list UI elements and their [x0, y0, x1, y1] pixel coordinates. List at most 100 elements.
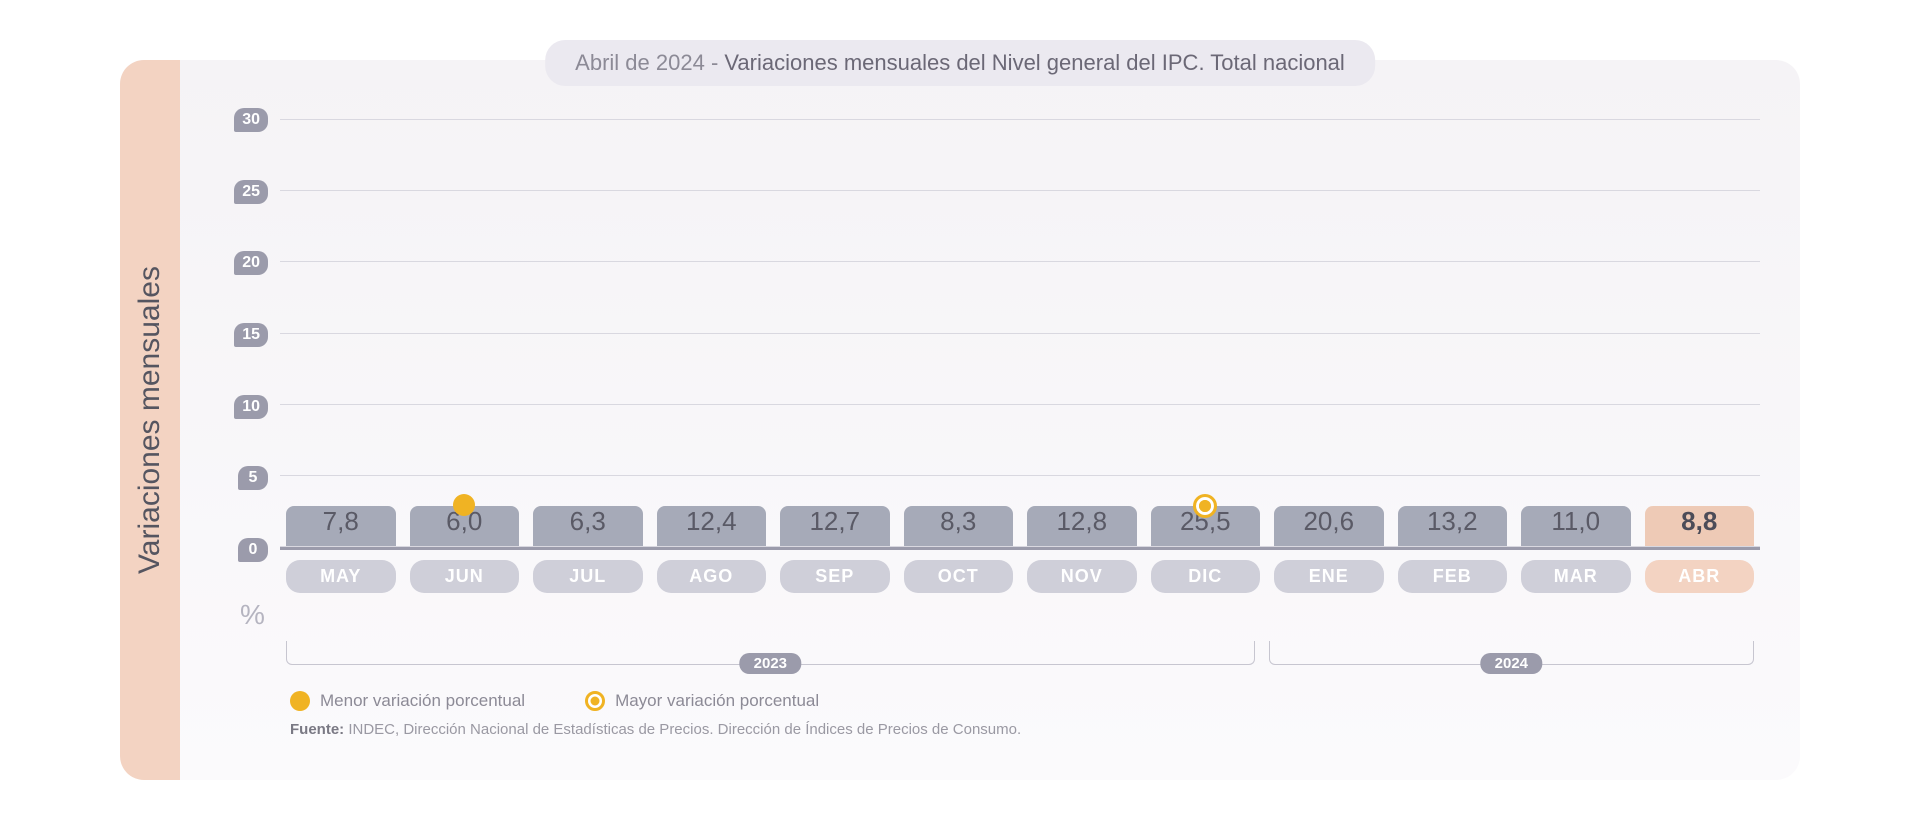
- bar-value: 12,8: [1056, 506, 1107, 537]
- bar-slot: 12,8: [1027, 506, 1137, 547]
- bar-slot: 8,3: [904, 506, 1014, 547]
- gridline: [280, 404, 1760, 405]
- bar-slot: 25,5: [1151, 506, 1261, 547]
- x-label: ABR: [1645, 560, 1755, 593]
- min-marker-icon: [453, 494, 475, 516]
- bar: 8,8: [1645, 506, 1755, 547]
- bar: 12,8: [1027, 506, 1137, 547]
- legend-max-label: Mayor variación porcentual: [615, 691, 819, 711]
- bar-slot: 20,6: [1274, 506, 1384, 547]
- legend-min-label: Menor variación porcentual: [320, 691, 525, 711]
- plot-area: 7,8 6,0 6,3 12,4 12,7 8,3 12,8 25,5 20,6 13,2 11,0…: [280, 120, 1760, 550]
- legend-min: Menor variación porcentual: [290, 691, 525, 711]
- x-label: NOV: [1027, 560, 1137, 593]
- y-tick: 25: [234, 180, 268, 204]
- bar-value: 12,4: [686, 506, 737, 537]
- y-tick-label: 15: [234, 323, 268, 347]
- x-label-pill: OCT: [904, 560, 1014, 593]
- x-label-pill: DIC: [1151, 560, 1261, 593]
- bar-slot: 12,7: [780, 506, 890, 547]
- bar-value: 8,3: [940, 506, 976, 537]
- gridline: [280, 119, 1760, 120]
- x-label: FEB: [1398, 560, 1508, 593]
- plot-row: 051015202530 7,86,06,312,412,78,312,825,…: [220, 120, 1760, 550]
- bar-slot: 6,0: [410, 506, 520, 547]
- year-group: 2024: [1269, 641, 1754, 665]
- legend-max: Mayor variación porcentual: [585, 691, 819, 711]
- y-axis-label: Variaciones mensuales: [133, 266, 167, 574]
- x-label-pill: NOV: [1027, 560, 1137, 593]
- bar-slot: 12,4: [657, 506, 767, 547]
- y-tick-label: 5: [238, 466, 268, 490]
- y-tick: 20: [234, 251, 268, 275]
- y-tick: 0: [238, 538, 268, 562]
- bar-value: 20,6: [1303, 506, 1354, 537]
- bar-value: 13,2: [1427, 506, 1478, 537]
- bar-slot: 11,0: [1521, 506, 1631, 547]
- x-label: ENE: [1274, 560, 1384, 593]
- x-label: JUN: [410, 560, 520, 593]
- x-label-pill: ABR: [1645, 560, 1755, 593]
- y-tick: 30: [234, 108, 268, 132]
- gridline: [280, 475, 1760, 476]
- max-marker-icon: [1193, 494, 1217, 518]
- x-label-pill: JUL: [533, 560, 643, 593]
- gridline: [280, 546, 1760, 547]
- chart-card: Abril de 2024 - Variaciones mensuales de…: [120, 60, 1800, 780]
- year-group: 2023: [286, 641, 1255, 665]
- bar: 20,6: [1274, 506, 1384, 547]
- bar: 25,5: [1151, 506, 1261, 547]
- y-ticks: 051015202530: [220, 120, 280, 550]
- bars-container: 7,8 6,0 6,3 12,4 12,7 8,3 12,8 25,5 20,6 13,2 11,0…: [280, 120, 1760, 547]
- gridline: [280, 333, 1760, 334]
- x-label-pill: MAY: [286, 560, 396, 593]
- legend-min-icon: [290, 691, 310, 711]
- x-label: MAY: [286, 560, 396, 593]
- y-tick: 15: [234, 323, 268, 347]
- y-tick-label: 20: [234, 251, 268, 275]
- y-tick: 10: [234, 395, 268, 419]
- percent-symbol: %: [220, 599, 1760, 631]
- year-badge: 2024: [1481, 653, 1542, 674]
- x-label: JUL: [533, 560, 643, 593]
- bar-value: 7,8: [323, 506, 359, 537]
- bar: 12,4: [657, 506, 767, 547]
- source: Fuente: INDEC, Dirección Nacional de Est…: [220, 721, 1760, 738]
- y-tick: 5: [238, 466, 268, 490]
- bar: 13,2: [1398, 506, 1508, 547]
- x-label-pill: FEB: [1398, 560, 1508, 593]
- bar: 12,7: [780, 506, 890, 547]
- legend: Menor variación porcentual Mayor variaci…: [220, 691, 1760, 711]
- year-badge: 2023: [740, 653, 801, 674]
- bar-slot: 7,8: [286, 506, 396, 547]
- gridline: [280, 190, 1760, 191]
- bar: 11,0: [1521, 506, 1631, 547]
- bar: 6,0: [410, 506, 520, 547]
- x-label-pill: AGO: [657, 560, 767, 593]
- x-label-pill: ENE: [1274, 560, 1384, 593]
- legend-max-icon: [585, 691, 605, 711]
- y-axis-block: Variaciones mensuales: [120, 60, 180, 780]
- x-label: SEP: [780, 560, 890, 593]
- source-text: INDEC, Dirección Nacional de Estadística…: [348, 721, 1021, 738]
- x-labels: MAY JUN JUL AGO SEP OCT NOV DIC ENE FEB MAR ABR: [280, 550, 1760, 593]
- x-labels-row: MAY JUN JUL AGO SEP OCT NOV DIC ENE FEB MAR ABR: [220, 550, 1760, 593]
- bar-value: 11,0: [1551, 506, 1600, 537]
- y-tick-label: 10: [234, 395, 268, 419]
- bar-value: 6,3: [570, 506, 606, 537]
- year-groups: 2023 2024: [280, 641, 1760, 665]
- bar: 6,3: [533, 506, 643, 547]
- gridline: [280, 261, 1760, 262]
- source-label: Fuente:: [290, 721, 344, 738]
- x-label-pill: MAR: [1521, 560, 1631, 593]
- y-tick-label: 30: [234, 108, 268, 132]
- y-tick-label: 25: [234, 180, 268, 204]
- x-label: DIC: [1151, 560, 1261, 593]
- bar-slot: 8,8: [1645, 506, 1755, 547]
- bar-slot: 6,3: [533, 506, 643, 547]
- bar-slot: 13,2: [1398, 506, 1508, 547]
- bar: 8,3: [904, 506, 1014, 547]
- x-label-pill: SEP: [780, 560, 890, 593]
- bar-value: 12,7: [809, 506, 860, 537]
- x-label: OCT: [904, 560, 1014, 593]
